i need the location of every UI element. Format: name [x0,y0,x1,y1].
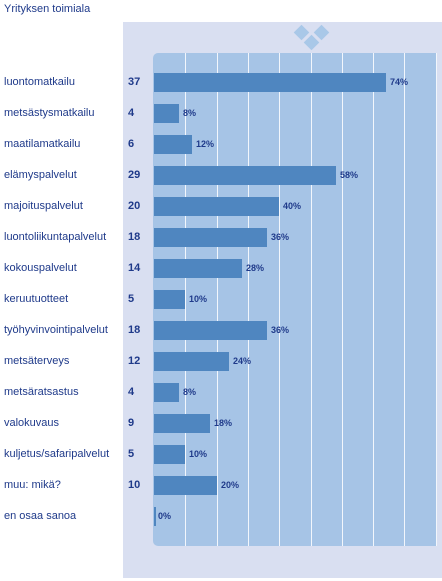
count-label: 18 [128,324,141,336]
gridline [435,53,437,546]
category-label: keruutuotteet [4,293,69,305]
gridline [185,53,187,546]
data-label: 58% [340,170,359,180]
count-label: 37 [128,76,141,88]
count-label: 10 [128,479,141,491]
count-label: 9 [128,417,135,429]
bar [154,134,192,154]
bar [154,444,185,464]
category-label: metsäterveys [4,355,70,367]
data-label: 12% [196,139,215,149]
category-label: maatilamatkailu [4,138,81,150]
count-label: 29 [128,169,141,181]
plot-area [153,53,436,546]
count-label: 4 [128,107,135,119]
bar [154,196,279,216]
bar [154,72,386,92]
category-label: luontomatkailu [4,76,75,88]
count-label: 5 [128,448,135,460]
gridline [373,53,375,546]
bar [154,165,336,185]
bar [154,475,217,495]
bar [154,506,156,526]
data-label: 8% [183,108,197,118]
count-label: 6 [128,138,135,150]
data-label: 10% [189,294,208,304]
data-label: 20% [221,480,240,490]
bar [154,320,267,340]
bar [154,103,179,123]
count-label: 20 [128,200,141,212]
data-label: 0% [158,511,172,521]
category-label: kuljetus/safaripalvelut [4,448,110,460]
category-label: majoituspalvelut [4,200,83,212]
category-label: metsäratsastus [4,386,79,398]
gridline [279,53,281,546]
data-label: 28% [246,263,265,273]
gridline [247,53,249,546]
category-label: muu: mikä? [4,479,61,491]
category-label: metsästysmatkailu [4,107,95,119]
category-label: elämyspalvelut [4,169,77,181]
gridline [216,53,218,546]
category-label: en osaa sanoa [4,510,77,522]
bar [154,351,229,371]
gridline [310,53,312,546]
data-label: 10% [189,449,208,459]
bar [154,289,185,309]
count-label: 5 [128,293,135,305]
bar [154,382,179,402]
data-label: 18% [214,418,233,428]
category-label: työhyvinvointipalvelut [4,324,108,336]
data-label: 40% [283,201,302,211]
data-label: 36% [271,232,290,242]
count-label: 18 [128,231,141,243]
data-label: 36% [271,325,290,335]
gridline [341,53,343,546]
count-label: 14 [128,262,141,274]
count-label: 12 [128,355,141,367]
bar [154,413,210,433]
count-label: 4 [128,386,135,398]
data-label: 74% [390,77,409,87]
gridline [404,53,406,546]
category-label: kokouspalvelut [4,262,77,274]
category-label: luontoliikuntapalvelut [4,231,107,243]
bar [154,258,242,278]
bar [154,227,267,247]
data-label: 24% [233,356,252,366]
data-label: 8% [183,387,197,397]
chart-title: Yrityksen toimiala [4,3,91,15]
category-label: valokuvaus [4,417,60,429]
